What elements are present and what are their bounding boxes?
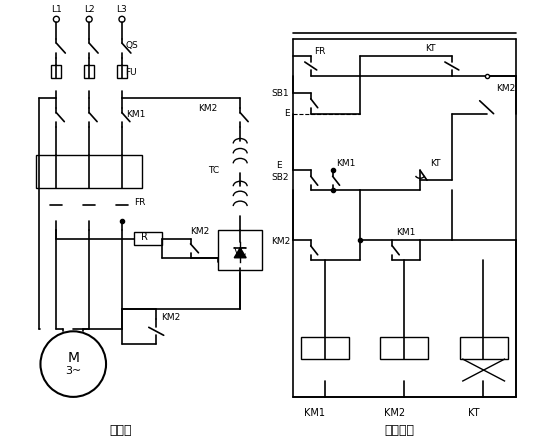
- Text: FU: FU: [125, 69, 136, 77]
- Text: SB2: SB2: [271, 173, 288, 182]
- Text: KM2: KM2: [384, 408, 405, 418]
- Bar: [84, 65, 94, 78]
- Text: L2: L2: [84, 5, 94, 14]
- Text: TC: TC: [209, 166, 219, 175]
- Bar: [301, 337, 349, 359]
- Text: KM2: KM2: [271, 237, 291, 246]
- Text: KM1: KM1: [126, 110, 146, 119]
- Bar: [36, 156, 142, 188]
- Text: 主电路: 主电路: [110, 424, 132, 437]
- Bar: [380, 337, 428, 359]
- Text: L3: L3: [117, 5, 127, 14]
- Bar: [218, 230, 262, 270]
- Text: KM2: KM2: [191, 228, 210, 236]
- Text: VC: VC: [233, 247, 247, 257]
- Text: KM2: KM2: [497, 84, 516, 93]
- Text: 控制电路: 控制电路: [384, 424, 414, 437]
- Text: KM1: KM1: [304, 408, 325, 418]
- Text: SB1: SB1: [271, 89, 289, 98]
- Text: KM2: KM2: [161, 313, 180, 322]
- Text: R: R: [141, 232, 148, 242]
- Text: E: E: [284, 109, 289, 118]
- Text: KM2: KM2: [198, 104, 218, 113]
- Text: FR: FR: [314, 46, 325, 56]
- Text: KM1: KM1: [337, 159, 356, 168]
- Text: 3~: 3~: [65, 366, 81, 376]
- Text: M: M: [67, 351, 79, 365]
- Bar: [460, 337, 508, 359]
- Text: KT: KT: [468, 408, 479, 418]
- Bar: [134, 232, 162, 245]
- Text: QS: QS: [126, 41, 138, 50]
- Bar: [52, 65, 61, 78]
- Text: KT: KT: [425, 44, 435, 53]
- Text: L1: L1: [51, 5, 62, 14]
- Bar: [117, 65, 127, 78]
- Text: E: E: [276, 161, 282, 170]
- Text: FR: FR: [134, 198, 145, 206]
- Text: KM1: KM1: [396, 229, 415, 237]
- Text: KT: KT: [430, 159, 440, 168]
- Polygon shape: [234, 248, 246, 258]
